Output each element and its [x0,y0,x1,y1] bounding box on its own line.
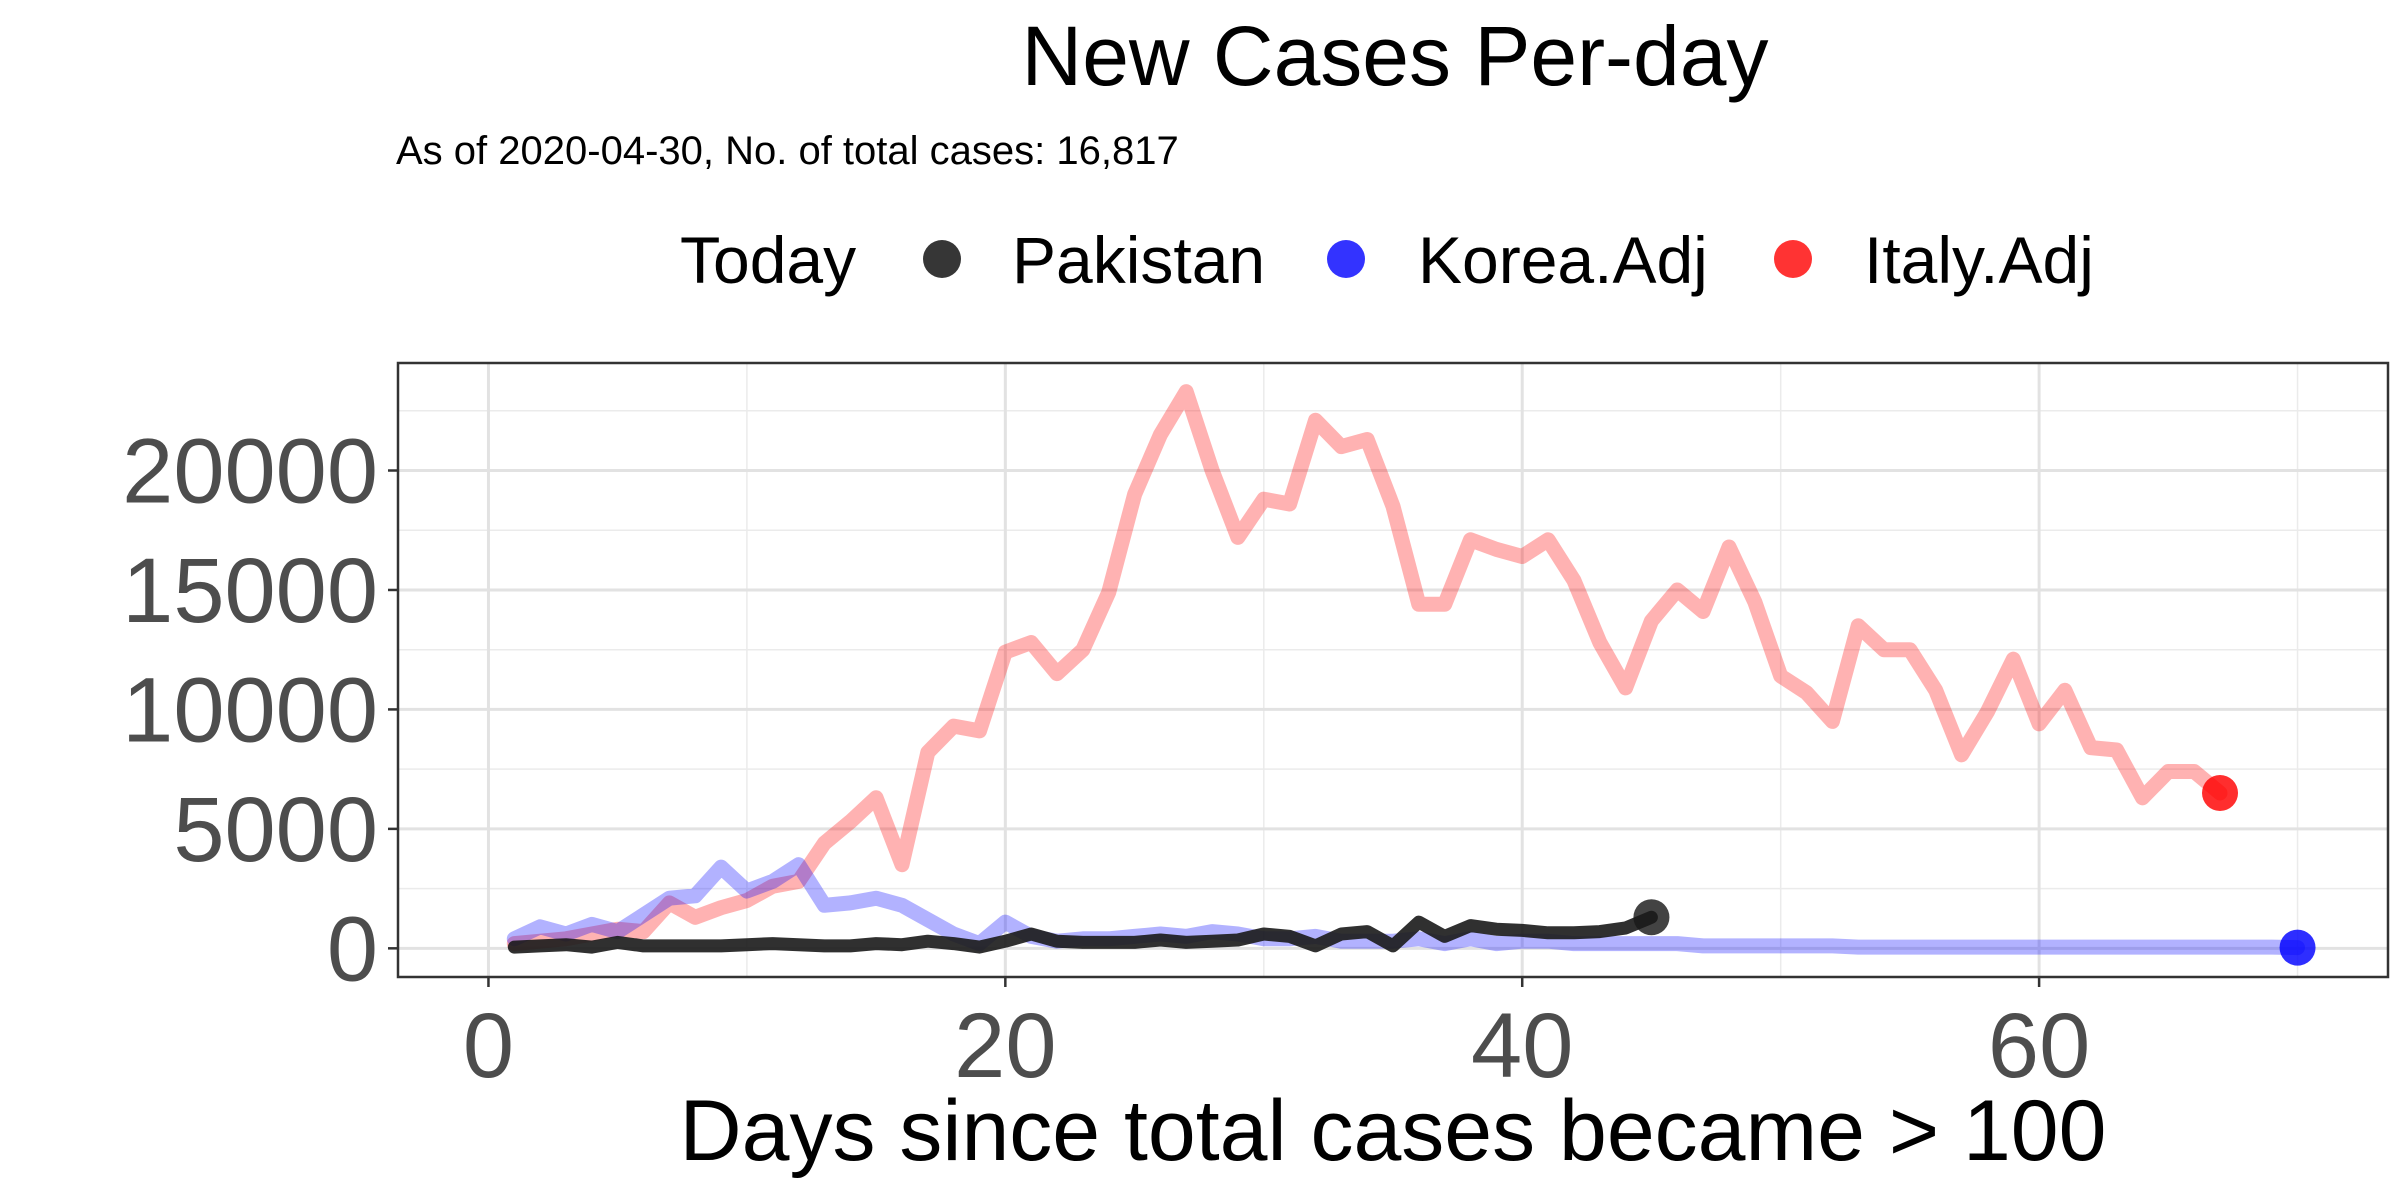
x-tick-label: 40 [1471,995,1573,1097]
x-axis-title: Days since total cases became > 100 [680,1083,2107,1179]
plot-border [396,361,2390,979]
x-tick-label: 0 [463,995,514,1097]
y-tick-label: 15000 [122,540,378,642]
y-tick-label: 5000 [173,779,378,881]
series-layer [506,384,2305,956]
y-tick-label: 20000 [122,421,378,523]
plot-background [398,363,2388,977]
legend-label-korea-adj: Korea.Adj [1418,223,1708,297]
endpoint-marker-italy-adj [2202,775,2239,812]
endpoint-marker-korea-adj [2279,929,2316,966]
endpoint-marker-pakistan [1633,899,1670,936]
legend: Today Pakistan Korea.Adj Italy.Adj [680,223,2094,297]
legend-title: Today [680,223,856,297]
y-axis: 0 5000 10000 15000 20000 [122,421,398,1000]
chart-title: New Cases Per-day [1022,9,1769,103]
y-tick-label: 10000 [122,659,378,761]
x-axis: 0 20 40 60 [463,977,2090,1097]
legend-key-italy-adj [1774,240,1812,278]
legend-label-italy-adj: Italy.Adj [1864,223,2094,297]
endpoint-layer [1633,775,2316,966]
series-line-italy-adj [506,384,2228,952]
legend-key-korea-adj [1327,240,1365,278]
x-tick-label: 20 [954,995,1056,1097]
x-tick-label: 60 [1988,995,2090,1097]
y-tick-label: 0 [327,898,378,1000]
chart-subtitle: As of 2020-04-30, No. of total cases: 16… [396,129,1179,173]
series-line-pakistan [507,910,1658,954]
legend-key-pakistan [923,240,961,278]
legend-label-pakistan: Pakistan [1012,223,1265,297]
